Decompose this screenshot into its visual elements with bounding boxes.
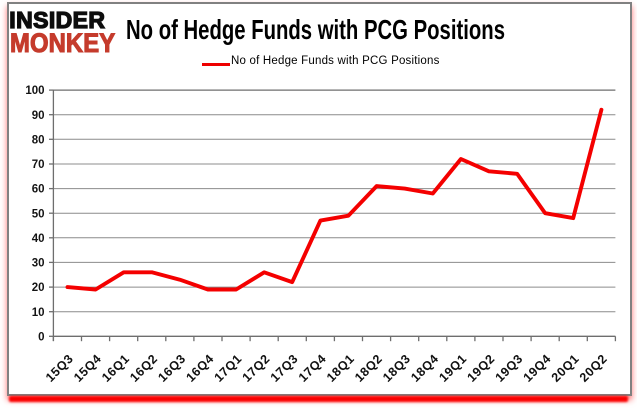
svg-text:90: 90 [32,110,45,122]
svg-text:60: 60 [32,184,45,196]
svg-text:18Q4: 18Q4 [408,352,441,385]
svg-text:19Q2: 19Q2 [464,352,497,385]
svg-text:18Q1: 18Q1 [324,352,357,385]
svg-text:30: 30 [32,258,45,270]
svg-text:40: 40 [32,233,45,245]
svg-text:16Q2: 16Q2 [127,352,160,385]
svg-text:15Q3: 15Q3 [43,352,76,385]
svg-text:19Q3: 19Q3 [493,352,526,385]
svg-text:16Q4: 16Q4 [183,352,216,385]
svg-text:19Q1: 19Q1 [436,352,469,385]
svg-text:19Q4: 19Q4 [521,352,554,385]
svg-text:70: 70 [32,159,45,171]
svg-text:0: 0 [38,331,44,343]
svg-text:100: 100 [25,85,44,97]
svg-text:18Q3: 18Q3 [380,352,413,385]
svg-text:17Q1: 17Q1 [212,352,245,385]
svg-text:16Q3: 16Q3 [155,352,188,385]
svg-text:20Q1: 20Q1 [549,352,582,385]
svg-text:20: 20 [32,282,45,294]
svg-text:17Q3: 17Q3 [268,352,301,385]
svg-text:18Q2: 18Q2 [352,352,385,385]
svg-text:50: 50 [32,208,45,220]
svg-text:80: 80 [32,134,45,146]
svg-text:10: 10 [32,307,45,319]
svg-text:17Q2: 17Q2 [240,352,273,385]
svg-text:16Q1: 16Q1 [99,352,132,385]
svg-text:15Q4: 15Q4 [71,352,104,385]
svg-text:20Q2: 20Q2 [577,352,610,385]
svg-text:17Q4: 17Q4 [296,352,329,385]
